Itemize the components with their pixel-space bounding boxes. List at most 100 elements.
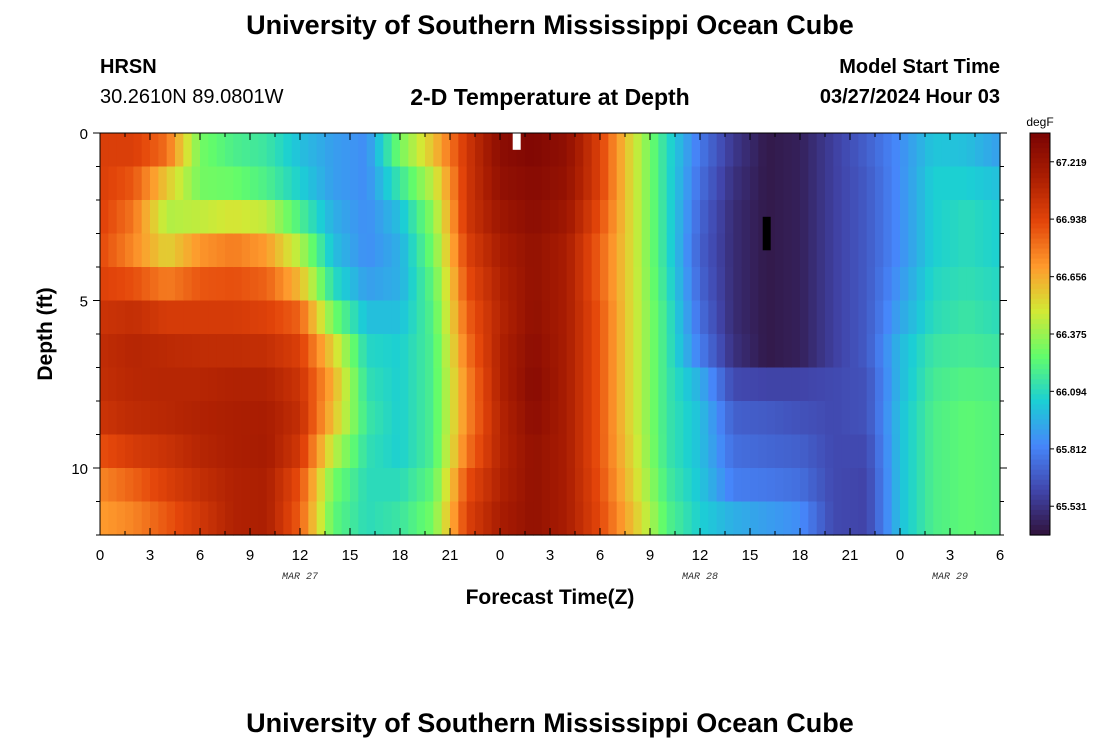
- heatmap-cell: [166, 200, 176, 235]
- heatmap-cell: [200, 468, 209, 503]
- heatmap-cell: [350, 267, 359, 302]
- heatmap-cell: [316, 334, 326, 369]
- heatmap-cell: [341, 334, 351, 369]
- colorbar-segment: [1030, 489, 1050, 496]
- heatmap-cell: [933, 300, 943, 335]
- heatmap-cell: [450, 233, 459, 268]
- heatmap-cell: [958, 367, 968, 402]
- heatmap-cell: [983, 200, 993, 235]
- heatmap-cell: [475, 501, 484, 536]
- heatmap-cell: [441, 367, 451, 402]
- heatmap-cell: [250, 200, 259, 235]
- heatmap-cell: [158, 300, 168, 335]
- heatmap-cell: [966, 434, 976, 469]
- heatmap-cell: [200, 401, 209, 436]
- heatmap-cell: [158, 133, 168, 168]
- heatmap-cell: [616, 166, 626, 201]
- heatmap-cell: [941, 501, 951, 536]
- heatmap-cell: [825, 200, 834, 235]
- heatmap-cell: [683, 133, 693, 168]
- heatmap-cell: [125, 233, 134, 268]
- heatmap-cell: [691, 200, 701, 235]
- heatmap-cell: [666, 300, 676, 335]
- heatmap-cell: [850, 200, 859, 235]
- heatmap-cell: [658, 300, 668, 335]
- heatmap-cell: [383, 434, 393, 469]
- heatmap-cell: [916, 401, 926, 436]
- heatmap-cell: [716, 133, 726, 168]
- heatmap-cell: [358, 233, 368, 268]
- heatmap-cell: [966, 334, 976, 369]
- heatmap-cell: [591, 401, 601, 436]
- heatmap-cell: [391, 501, 401, 536]
- heatmap-cell: [375, 133, 384, 168]
- heatmap-cell: [850, 334, 859, 369]
- heatmap-cell: [491, 267, 501, 302]
- heatmap-cell: [533, 401, 543, 436]
- heatmap-cell: [133, 233, 143, 268]
- heatmap-cell: [500, 233, 509, 268]
- heatmap-cell: [741, 300, 751, 335]
- heatmap-cell: [841, 200, 851, 235]
- heatmap-cell: [908, 401, 918, 436]
- heatmap-cell: [733, 501, 743, 536]
- heatmap-cell: [183, 200, 193, 235]
- heatmap-cell: [833, 501, 843, 536]
- heatmap-cell: [400, 434, 409, 469]
- heatmap-cell: [575, 267, 584, 302]
- heatmap-cell: [641, 367, 651, 402]
- heatmap-cell: [316, 233, 326, 268]
- heatmap-cell: [891, 434, 901, 469]
- heatmap-cell: [916, 267, 926, 302]
- heatmap-cell: [441, 401, 451, 436]
- heatmap-cell: [733, 166, 743, 201]
- heatmap-cell: [533, 300, 543, 335]
- heatmap-cell: [816, 501, 826, 536]
- heatmap-cell: [391, 200, 401, 235]
- heatmap-cell: [616, 300, 626, 335]
- heatmap-cell: [458, 401, 468, 436]
- heatmap-cell: [775, 434, 784, 469]
- heatmap-cell: [491, 367, 501, 402]
- heatmap-cell: [866, 233, 876, 268]
- heatmap-cell: [825, 334, 834, 369]
- heatmap-cell: [608, 233, 618, 268]
- heatmap-cell: [400, 401, 409, 436]
- heatmap-cell: [741, 501, 751, 536]
- heatmap-cell: [183, 300, 193, 335]
- heatmap-cell: [258, 434, 268, 469]
- heatmap-cell: [133, 133, 143, 168]
- heatmap-cell: [633, 267, 643, 302]
- heatmap-cell: [583, 367, 593, 402]
- heatmap-cell: [900, 468, 909, 503]
- colorbar-segment: [1030, 504, 1050, 511]
- heatmap-cell: [983, 233, 993, 268]
- heatmap-cell: [216, 200, 226, 235]
- heatmap-cell: [816, 200, 826, 235]
- heatmap-cell: [350, 367, 359, 402]
- heatmap-cell: [866, 434, 876, 469]
- heatmap-cell: [125, 367, 134, 402]
- heatmap-cell: [858, 334, 868, 369]
- heatmap-cell: [625, 267, 634, 302]
- heatmap-cell: [358, 334, 368, 369]
- heatmap-cell: [516, 133, 526, 168]
- heatmap-cell: [858, 501, 868, 536]
- heatmap-cell: [925, 501, 934, 536]
- heatmap-cell: [166, 300, 176, 335]
- heatmap-cell: [616, 501, 626, 536]
- heatmap-cell: [575, 200, 584, 235]
- heatmap-cell: [425, 166, 434, 201]
- heatmap-cell: [708, 334, 718, 369]
- heatmap-cell: [416, 468, 426, 503]
- heatmap-cell: [766, 468, 776, 503]
- heatmap-cell: [958, 401, 968, 436]
- heatmap-cell: [275, 401, 284, 436]
- heatmap-cell: [716, 468, 726, 503]
- heatmap-cell: [758, 166, 768, 201]
- heatmap-cell: [383, 300, 393, 335]
- heatmap-cell: [983, 367, 993, 402]
- heatmap-cell: [266, 434, 276, 469]
- heatmap-cell: [533, 233, 543, 268]
- heatmap-cell: [416, 401, 426, 436]
